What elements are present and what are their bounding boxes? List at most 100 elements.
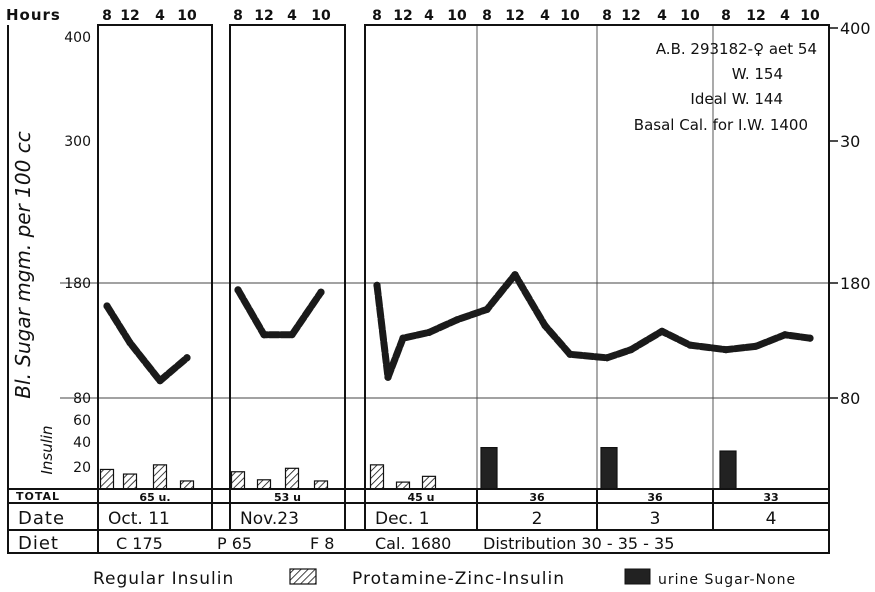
date-cell: Dec. 1 [375, 509, 430, 529]
patient-annotation: A.B. 293182-♀ aet 54 W. 154 Ideal W. 144… [634, 40, 817, 134]
blood-sugar-point [183, 354, 191, 362]
legend: Regular Insulin Protamine-Zinc-Insulin u… [93, 568, 796, 589]
regular-insulin-bar [313, 480, 329, 490]
hour-tick: 8 [602, 8, 612, 24]
date-cell: Oct. 11 [108, 509, 170, 529]
protamine-insulin-bar [600, 447, 618, 490]
hour-tick: 8 [233, 8, 243, 24]
hour-tick: 8 [482, 8, 492, 24]
y-tick-right: 30 [840, 132, 860, 151]
hour-tick: 10 [680, 8, 700, 24]
annotation-line-1: A.B. 293182-♀ aet 54 [656, 40, 817, 58]
hour-tick: 4 [657, 8, 667, 24]
bottom-table [7, 488, 830, 554]
hour-tick: 4 [287, 8, 297, 24]
regular-insulin-bar [395, 481, 411, 490]
hour-tick: 10 [447, 8, 467, 24]
regular-insulin-bar [421, 475, 437, 490]
diet-distribution: Distribution 30 - 35 - 35 [483, 534, 674, 553]
frame-nov [229, 24, 346, 490]
diet-p: P 65 [217, 534, 252, 553]
diet-c: C 175 [116, 534, 163, 553]
table-frame [7, 488, 830, 554]
blood-sugar-point [156, 377, 164, 385]
total-cell: 36 [647, 491, 663, 504]
hour-tick: 4 [155, 8, 165, 24]
date-row-label: Date [18, 508, 65, 529]
diet-cal: Cal. 1680 [375, 534, 451, 553]
frame-oct [97, 24, 213, 490]
y-axis-ticks: 400 300 180 80 400 30 180 80 60 40 20 [64, 19, 870, 476]
hour-tick: 12 [505, 8, 524, 24]
annotation-line-4: Basal Cal. for I.W. 1400 [634, 116, 808, 134]
blood-sugar-curves [103, 271, 814, 385]
total-row-label: TOTAL [16, 490, 60, 503]
hour-tick: 10 [800, 8, 820, 24]
blood-sugar-point [260, 331, 268, 339]
regular-insulin-bar [152, 464, 168, 490]
hours-label: Hours [6, 6, 61, 24]
blood-sugar-point [234, 286, 242, 294]
regular-insulin-bar [179, 480, 195, 490]
regular-insulin-bar [256, 479, 272, 490]
blood-sugar-point [126, 339, 134, 347]
total-cell: 36 [529, 491, 545, 504]
regular-insulin-bar [230, 471, 246, 490]
legend-regular-swatch [289, 568, 317, 585]
y-axis-label: Bl. Sugar mgm. per 100 cc [11, 131, 35, 398]
total-cell: 53 u [274, 491, 301, 504]
annotation-line-2: W. 154 [732, 65, 783, 83]
date-cell: Nov.23 [240, 509, 299, 529]
regular-insulin-bar [122, 473, 138, 490]
total-cell: 33 [763, 491, 778, 504]
date-cell: 3 [650, 509, 661, 529]
diet-row-label: Diet [18, 533, 59, 554]
diet-row: C 175 P 65 F 8 Cal. 1680 Distribution 30… [116, 534, 674, 553]
y-tick-right: 80 [840, 389, 860, 408]
y-tick-right: 180 [840, 274, 871, 293]
regular-insulin-bar [99, 468, 115, 490]
blood-sugar-point [103, 302, 111, 310]
date-cell: 2 [532, 509, 543, 529]
insulin-tick: 60 [73, 413, 91, 429]
blood-sugar-line-2 [234, 286, 325, 339]
regular-insulin-bar [284, 467, 300, 490]
y-tick-right: 400 [840, 19, 871, 38]
hour-tick: 4 [780, 8, 790, 24]
total-cell: 65 u. [139, 491, 170, 504]
hour-tick: 4 [540, 8, 550, 24]
y-tick-left: 300 [64, 134, 91, 150]
protamine-insulin-bar [719, 450, 737, 490]
regular-insulin-bar [369, 464, 385, 490]
blood-sugar-line-1 [103, 302, 191, 385]
hour-tick: 12 [746, 8, 765, 24]
date-cell: 4 [766, 509, 777, 529]
y-tick-left: 400 [64, 30, 91, 46]
hour-tick: 4 [424, 8, 434, 24]
legend-regular-label: Regular Insulin [93, 569, 234, 589]
insulin-tick: 40 [73, 435, 91, 451]
legend-protamine-swatch [624, 568, 651, 585]
y-tick-left: 180 [64, 276, 91, 292]
insulin-bars [99, 447, 737, 490]
insulin-tick: 20 [73, 460, 91, 476]
hour-tick: 12 [393, 8, 412, 24]
hour-tick: 12 [120, 8, 139, 24]
hour-tick: 10 [177, 8, 197, 24]
hour-tick: 12 [621, 8, 640, 24]
hour-ticks: 8 12 4 10 8 12 4 10 8 12 4 10 8 12 4 10 8 12 4 10 8 12 4 10 [102, 8, 820, 24]
blood-sugar-point [317, 288, 325, 296]
hour-tick: 8 [372, 8, 382, 24]
hour-tick: 10 [560, 8, 580, 24]
blood-sugar-line-dec [373, 271, 814, 381]
protamine-insulin-bar [480, 447, 498, 490]
blood-sugar-point [288, 331, 296, 339]
legend-urine-label: urine Sugar-None [658, 572, 796, 588]
total-cell: 45 u [408, 491, 435, 504]
hour-tick: 10 [311, 8, 331, 24]
y-tick-left: 80 [73, 391, 91, 407]
hour-tick: 12 [254, 8, 273, 24]
annotation-line-3: Ideal W. 144 [690, 90, 783, 108]
